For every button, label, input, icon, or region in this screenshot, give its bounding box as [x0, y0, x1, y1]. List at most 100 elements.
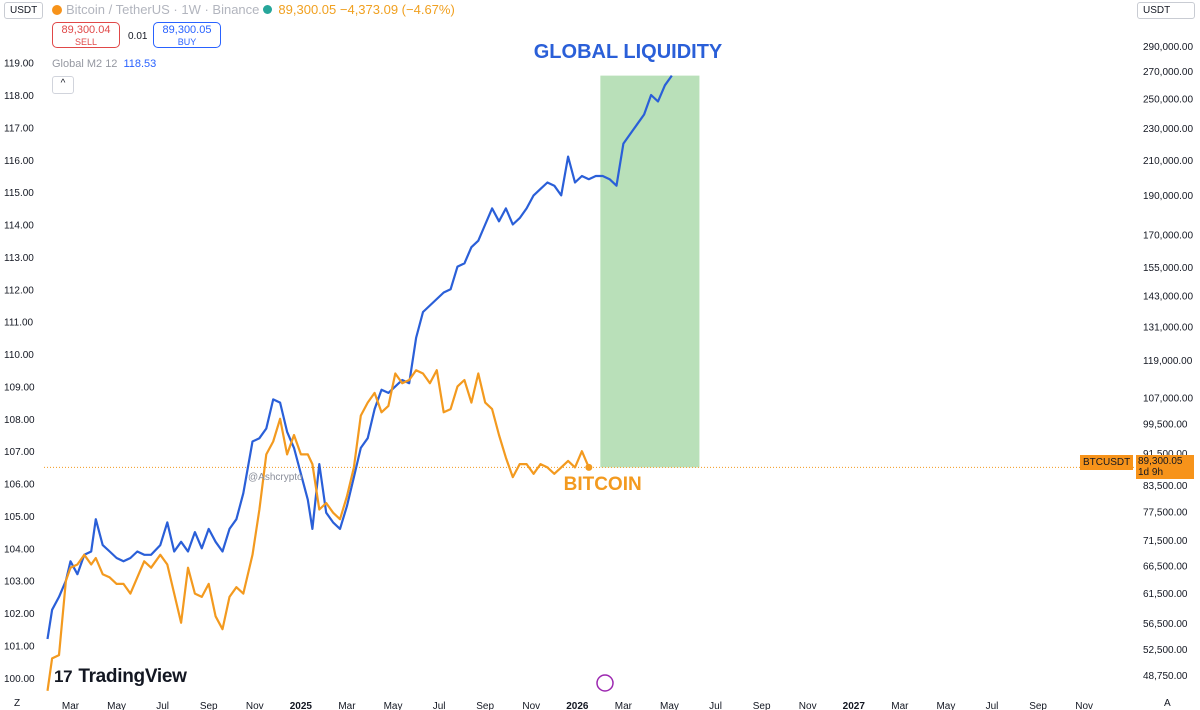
- indicator-legend[interactable]: Global M2 12 118.53: [52, 58, 156, 70]
- global-liquidity-label: GLOBAL LIQUIDITY: [534, 41, 723, 63]
- x-axis-tick: 2027: [843, 701, 866, 710]
- right-axis-tick: 190,000.00: [1143, 191, 1193, 202]
- x-axis-tick: Sep: [200, 701, 218, 710]
- x-axis-tick: 2025: [290, 701, 313, 710]
- right-axis-tick: 48,750.00: [1143, 671, 1188, 682]
- buy-price: 89,300.05: [162, 24, 212, 36]
- bitcoin-label: BITCOIN: [564, 474, 642, 495]
- btc-last-point: [585, 463, 593, 471]
- right-axis-tick: 56,500.00: [1143, 619, 1188, 630]
- left-axis-tick: 102.00: [4, 609, 35, 620]
- tradingview-icon: 17: [54, 667, 73, 686]
- left-axis-tick: 100.00: [4, 674, 35, 685]
- x-axis-tick: May: [936, 701, 955, 710]
- right-axis-tick: 210,000.00: [1143, 156, 1193, 167]
- last-price: 89,300.05: [278, 2, 337, 17]
- zoom-toggle[interactable]: Z: [14, 698, 21, 709]
- market-open-icon: [263, 5, 273, 14]
- right-axis-tick: 131,000.00: [1143, 322, 1193, 333]
- tradingview-logo[interactable]: 17 TradingView: [54, 666, 187, 688]
- x-axis-tick: Mar: [891, 701, 909, 710]
- x-axis-tick: Mar: [62, 701, 80, 710]
- symbol-legend[interactable]: Bitcoin / TetherUS · 1W · Binance 89,300.…: [52, 2, 455, 17]
- left-axis-tick: 113.00: [4, 253, 34, 264]
- right-axis-tick: 61,500.00: [1143, 589, 1188, 600]
- logo-text: TradingView: [78, 666, 187, 687]
- price-change: −4,373.09 (−4.67%): [339, 2, 455, 17]
- buy-button[interactable]: 89,300.05 BUY: [153, 22, 221, 48]
- auto-scale-toggle[interactable]: A: [1164, 698, 1171, 709]
- left-axis-tick: 109.00: [4, 382, 35, 393]
- right-axis-tick: 83,500.00: [1143, 481, 1188, 492]
- chevron-up-icon: ^: [60, 78, 66, 89]
- bitcoin-icon: [52, 5, 62, 15]
- x-axis-tick: Nov: [799, 701, 817, 710]
- ticker-label: BTCUSDT: [1080, 455, 1134, 470]
- btc-price-line: [46, 369, 590, 691]
- collapse-legend-button[interactable]: ^: [52, 76, 74, 94]
- x-axis-tick: Jul: [433, 701, 446, 710]
- right-axis-tick: 77,500.00: [1143, 507, 1188, 518]
- left-axis-tick: 118.00: [4, 91, 34, 102]
- sell-button[interactable]: 89,300.04 SELL: [52, 22, 120, 48]
- x-axis-tick: May: [660, 701, 679, 710]
- sell-label: SELL: [74, 37, 98, 47]
- right-axis-tick: 119,000.00: [1143, 356, 1193, 367]
- left-axis-tick: 101.00: [4, 641, 35, 652]
- right-axis-tick: 107,000.00: [1143, 394, 1193, 405]
- indicator-name: Global M2 12: [52, 58, 118, 70]
- current-price-tag: 89,300.05 1d 9h: [1136, 455, 1194, 479]
- x-axis-tick: Nov: [246, 701, 264, 710]
- global-m2-line: [46, 74, 673, 640]
- right-axis-tick: 71,500.00: [1143, 536, 1188, 547]
- left-axis-tick: 104.00: [4, 544, 35, 555]
- x-axis-tick: May: [107, 701, 126, 710]
- left-currency-badge[interactable]: USDT: [4, 2, 44, 19]
- x-axis-tick: Sep: [753, 701, 771, 710]
- replay-icon: [596, 674, 614, 692]
- x-axis-tick: Jul: [709, 701, 722, 710]
- left-axis-tick: 105.00: [4, 512, 35, 523]
- author-watermark: @Ashcrypto: [248, 472, 303, 483]
- x-axis-tick: Sep: [1029, 701, 1047, 710]
- left-axis-tick: 117.00: [4, 123, 34, 134]
- left-axis-tick: 115.00: [4, 188, 34, 199]
- symbol-title: Bitcoin / TetherUS · 1W · Binance: [66, 2, 260, 17]
- left-axis-tick: 119.00: [4, 59, 34, 70]
- right-axis-tick: 155,000.00: [1143, 263, 1193, 274]
- right-axis-tick: 91,500.00: [1143, 449, 1188, 460]
- right-axis-tick: 170,000.00: [1143, 230, 1193, 241]
- sell-price: 89,300.04: [61, 24, 111, 36]
- right-axis-tick: 250,000.00: [1143, 94, 1193, 105]
- left-axis-tick: 108.00: [4, 415, 35, 426]
- right-axis-tick: 290,000.00: [1143, 42, 1193, 53]
- spread-value: 0.01: [128, 31, 148, 42]
- left-axis-tick: 111.00: [4, 318, 34, 329]
- x-axis-tick: May: [384, 701, 403, 710]
- left-axis-tick: 103.00: [4, 577, 35, 588]
- right-axis-tick: 143,000.00: [1143, 291, 1193, 302]
- right-currency-badge[interactable]: USDT: [1137, 2, 1195, 19]
- right-axis-tick: 230,000.00: [1143, 124, 1193, 135]
- left-axis-tick: 106.00: [4, 480, 35, 491]
- left-axis-tick: 116.00: [4, 156, 34, 167]
- buy-label: BUY: [177, 37, 197, 47]
- left-axis-tick: 110.00: [4, 350, 34, 361]
- x-axis-tick: Jul: [156, 701, 169, 710]
- left-axis-tick: 114.00: [4, 221, 34, 232]
- left-axis-tick: 112.00: [4, 285, 34, 296]
- x-axis-tick: Mar: [615, 701, 633, 710]
- right-axis-tick: 270,000.00: [1143, 67, 1193, 78]
- x-axis-tick: 2026: [566, 701, 589, 710]
- projection-highlight-box: [600, 75, 700, 468]
- x-axis-tick: Jul: [986, 701, 999, 710]
- right-axis-tick: 52,500.00: [1143, 645, 1188, 656]
- x-axis-tick: Mar: [338, 701, 356, 710]
- right-axis-tick: 66,500.00: [1143, 561, 1188, 572]
- x-axis-tick: Nov: [1075, 701, 1093, 710]
- x-axis-tick: Sep: [476, 701, 494, 710]
- chart-header: USDT USDT Bitcoin / TetherUS · 1W · Bina…: [0, 0, 1200, 20]
- right-axis-tick: 99,500.00: [1143, 419, 1188, 430]
- indicator-value: 118.53: [123, 58, 157, 70]
